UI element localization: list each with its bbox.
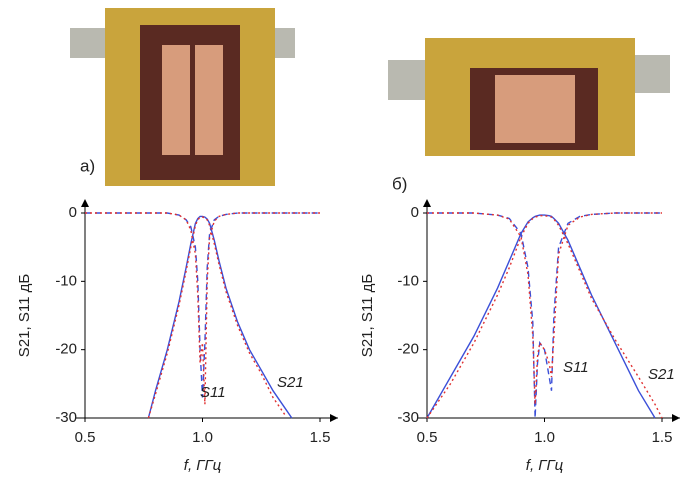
y-tick-label: -30	[55, 409, 77, 426]
x-tick-label: 1.0	[192, 429, 213, 446]
photo-b: б)	[388, 38, 670, 193]
x-tick-label: 0.5	[75, 429, 96, 446]
series-line	[426, 214, 656, 419]
annotation: S11	[200, 384, 226, 401]
series-line	[147, 216, 286, 419]
x-tick-label: 1.0	[534, 429, 555, 446]
y-tick-label: -30	[397, 409, 419, 426]
annotation: S21	[277, 374, 304, 391]
x-axis-arrow	[330, 414, 338, 422]
x-axis-label: f, ГГц	[526, 457, 564, 474]
y-tick-label: -10	[397, 272, 419, 289]
series-line	[85, 212, 320, 398]
x-axis-label: f, ГГц	[184, 457, 222, 474]
y-axis-label: S21, S11 дБ	[16, 274, 33, 358]
y-tick-label: 0	[411, 204, 419, 221]
annotation: S21	[648, 366, 675, 383]
series-line	[427, 212, 662, 419]
y-axis-arrow	[81, 199, 89, 207]
y-axis-label: S21, S11 дБ	[359, 274, 376, 358]
y-axis-arrow	[423, 199, 431, 207]
series-line	[85, 212, 320, 405]
series-line	[426, 215, 663, 419]
y-tick-label: 0	[69, 204, 77, 221]
series-line	[427, 212, 662, 405]
x-tick-label: 1.5	[652, 429, 673, 446]
panel-label: а)	[80, 156, 95, 175]
series-line	[147, 215, 293, 419]
y-tick-label: -10	[55, 272, 77, 289]
panel-label: б)	[392, 174, 407, 193]
y-tick-label: -20	[55, 341, 77, 358]
annotation: S11	[563, 359, 589, 376]
y-tick-label: -20	[397, 341, 419, 358]
x-tick-label: 1.5	[310, 429, 331, 446]
photo-a: а)	[70, 8, 295, 186]
x-axis-arrow	[672, 414, 680, 422]
x-tick-label: 0.5	[417, 429, 438, 446]
